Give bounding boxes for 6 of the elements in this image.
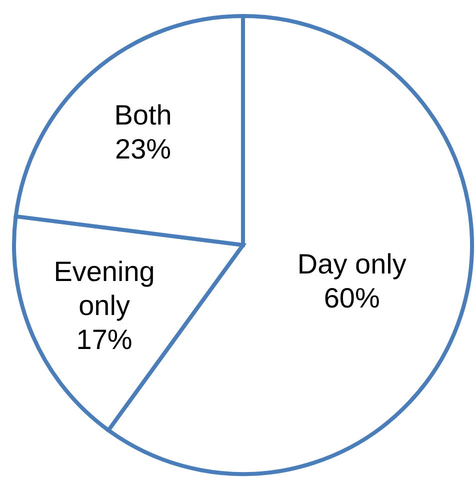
slice-label: Evening only: [54, 256, 155, 321]
data-label: 17%: [76, 324, 132, 355]
slice-label: Day only: [297, 248, 406, 279]
slice-label: Both: [114, 99, 172, 130]
data-label: 23%: [115, 133, 172, 164]
data-label: 60%: [324, 282, 380, 313]
